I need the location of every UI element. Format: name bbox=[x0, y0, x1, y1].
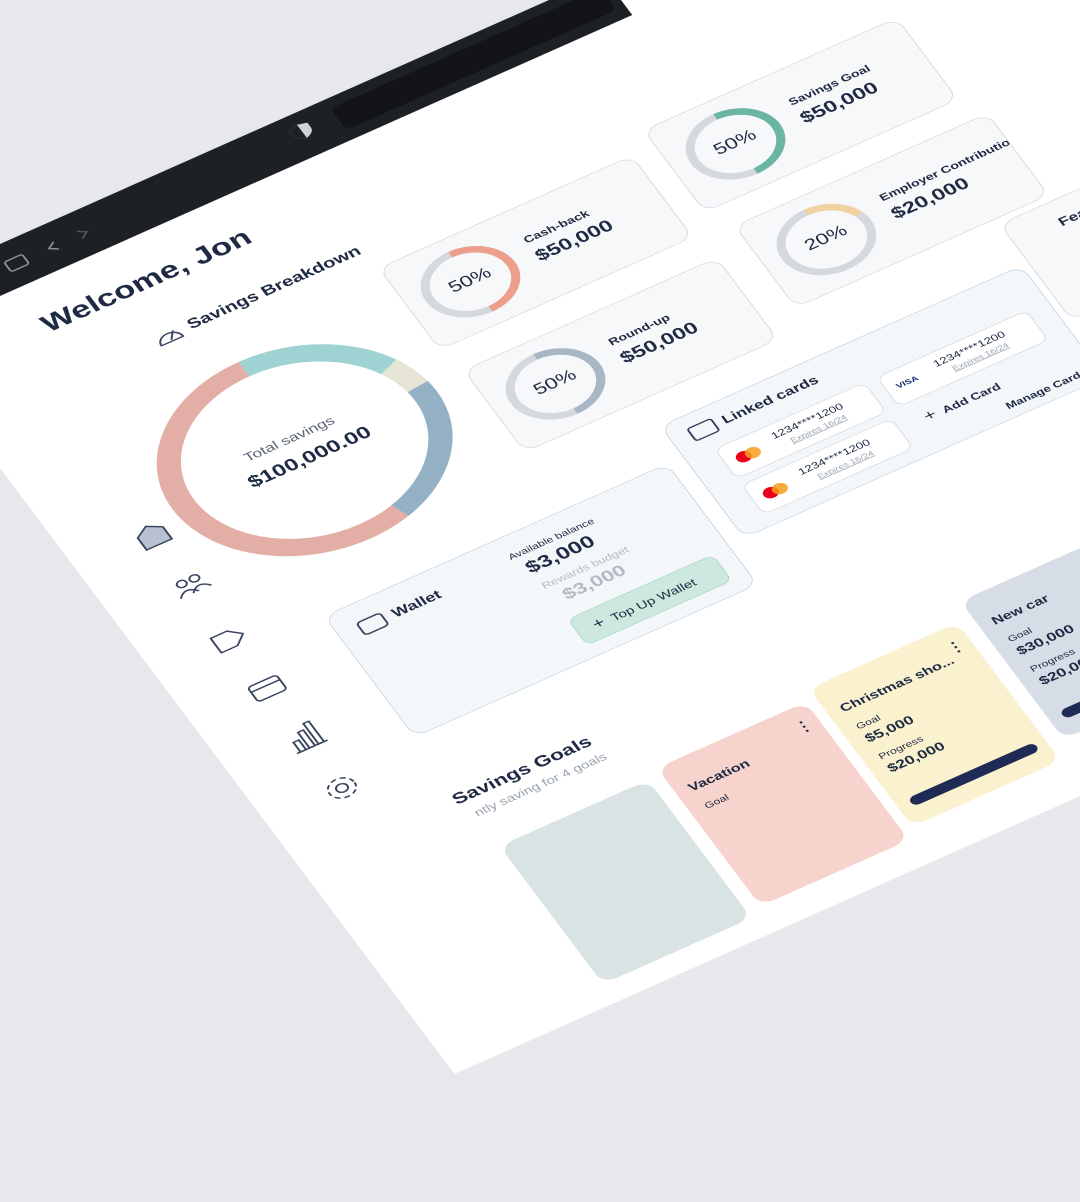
shield-icon bbox=[289, 122, 312, 139]
ring-progress bbox=[685, 108, 786, 180]
mastercard-logo bbox=[762, 482, 788, 499]
progress-ring bbox=[505, 348, 606, 420]
wallet-icon bbox=[356, 613, 389, 635]
wallet-title: Wallet bbox=[388, 587, 445, 621]
plus-icon: + bbox=[919, 406, 941, 425]
app: Welcome, Jon Savings Breakdown Total sav… bbox=[0, 0, 1080, 1074]
donut-segment bbox=[156, 344, 453, 557]
browser-bar bbox=[0, 0, 633, 467]
tag-icon[interactable] bbox=[209, 626, 249, 654]
gauge-icon bbox=[159, 330, 185, 347]
wallet-card: Wallet Available balance $3,000 Rewards bud… bbox=[323, 463, 759, 738]
stat-card: 50% Round-up $50,000 bbox=[463, 257, 779, 453]
icon-shape bbox=[687, 418, 720, 441]
payment-card[interactable]: 1234****1200 Expires 16/24 bbox=[741, 418, 914, 515]
breakdown-donut bbox=[156, 344, 453, 557]
logo-circle bbox=[744, 446, 761, 459]
sidebar-toggle[interactable] bbox=[4, 254, 30, 272]
browser-controls bbox=[4, 228, 90, 272]
menu-dots[interactable]: · · · bbox=[794, 715, 815, 738]
goal-name: New car bbox=[989, 592, 1052, 628]
ring-progress bbox=[505, 348, 606, 420]
linked-cards-card: Linked cards 1234****1200 Expires 16/24 VIS… bbox=[659, 265, 1080, 539]
payment-card[interactable]: 1234****1200 Expires 16/24 bbox=[714, 382, 887, 479]
forward-button[interactable] bbox=[76, 228, 90, 239]
mastercard-logo bbox=[735, 446, 761, 463]
icon-shape bbox=[356, 613, 389, 635]
logo-circle bbox=[771, 482, 788, 495]
progress-ring bbox=[685, 108, 786, 180]
cards-icon bbox=[687, 418, 720, 441]
stat-card: 20% Employer Contribution $20,000 bbox=[733, 113, 1050, 308]
people-icon[interactable] bbox=[171, 571, 212, 599]
page: Welcome, Jon Savings Breakdown Total sav… bbox=[0, 0, 1080, 1074]
menu-dots[interactable]: · · · bbox=[945, 635, 967, 659]
stat-card: 50% Cash-back $50,000 bbox=[378, 155, 694, 351]
home-icon[interactable] bbox=[133, 521, 174, 551]
sidebar bbox=[133, 521, 361, 802]
chart-icon[interactable] bbox=[282, 720, 329, 755]
ring-progress bbox=[776, 203, 877, 276]
wallet-icon[interactable] bbox=[247, 675, 288, 702]
settings-icon[interactable] bbox=[323, 774, 361, 802]
goal-label: Goal bbox=[702, 792, 732, 811]
featured-title: Featu bbox=[1055, 199, 1080, 229]
goal-name: Vacation bbox=[685, 757, 753, 795]
card-brand: VISA bbox=[894, 374, 921, 391]
donut-segment bbox=[156, 344, 453, 557]
back-button[interactable] bbox=[46, 241, 60, 252]
ring-progress bbox=[420, 246, 521, 318]
progress-ring bbox=[776, 203, 877, 276]
progress-ring bbox=[420, 246, 521, 318]
stat-card: 50% Savings Goal $50,000 bbox=[643, 17, 959, 213]
